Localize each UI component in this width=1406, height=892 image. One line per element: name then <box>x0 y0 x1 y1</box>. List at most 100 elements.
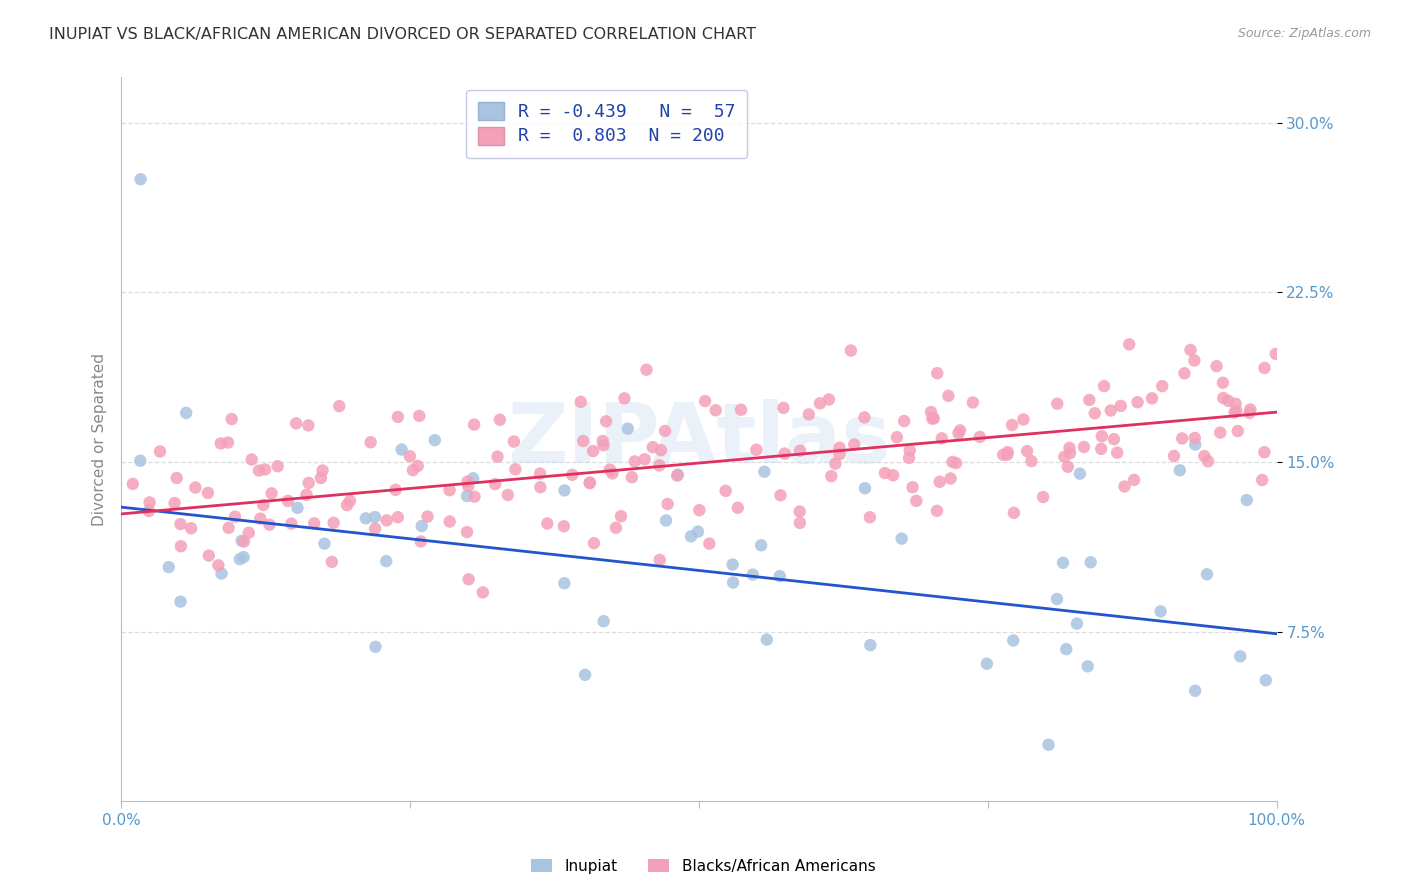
Point <box>853 481 876 495</box>
Point <box>457 572 479 586</box>
Point <box>486 450 509 464</box>
Point <box>1149 604 1171 618</box>
Point <box>170 539 193 553</box>
Point <box>925 504 948 518</box>
Point <box>207 558 229 573</box>
Point <box>1077 659 1099 673</box>
Point <box>602 467 624 481</box>
Point <box>859 510 882 524</box>
Point <box>1212 376 1234 390</box>
Point <box>1084 406 1107 420</box>
Point <box>893 414 915 428</box>
Point <box>298 475 321 490</box>
Point <box>686 524 709 539</box>
Point <box>769 488 792 502</box>
Point <box>1218 393 1240 408</box>
Point <box>439 483 461 498</box>
Point <box>1226 424 1249 438</box>
Point <box>654 424 676 438</box>
Point <box>997 445 1019 459</box>
Point <box>1032 490 1054 504</box>
Point <box>579 475 602 490</box>
Point <box>1182 353 1205 368</box>
Point <box>553 576 575 591</box>
Point <box>1205 359 1227 374</box>
Point <box>166 471 188 485</box>
Point <box>457 475 479 489</box>
Point <box>322 516 344 530</box>
Point <box>828 441 851 455</box>
Point <box>423 433 446 447</box>
Point <box>993 448 1015 462</box>
Point <box>536 516 558 531</box>
Point <box>657 497 679 511</box>
Point <box>174 406 197 420</box>
Point <box>610 509 633 524</box>
Point <box>679 529 702 543</box>
Point <box>730 402 752 417</box>
Point <box>1046 397 1069 411</box>
Legend: R = -0.439   N =  57, R =  0.803  N = 200: R = -0.439 N = 57, R = 0.803 N = 200 <box>465 90 748 158</box>
Point <box>1140 392 1163 406</box>
Point <box>364 640 387 654</box>
Point <box>387 409 409 424</box>
Point <box>1099 403 1122 417</box>
Point <box>1209 425 1232 440</box>
Point <box>1053 450 1076 464</box>
Text: INUPIAT VS BLACK/AFRICAN AMERICAN DIVORCED OR SEPARATED CORRELATION CHART: INUPIAT VS BLACK/AFRICAN AMERICAN DIVORC… <box>49 27 756 42</box>
Point <box>938 389 960 403</box>
Point <box>727 500 749 515</box>
Point <box>463 490 485 504</box>
Point <box>217 435 239 450</box>
Point <box>121 477 143 491</box>
Point <box>920 405 942 419</box>
Point <box>569 395 592 409</box>
Point <box>328 399 350 413</box>
Point <box>1184 431 1206 445</box>
Y-axis label: Divorced or Separated: Divorced or Separated <box>93 353 107 525</box>
Point <box>634 452 657 467</box>
Point <box>648 553 671 567</box>
Point <box>416 509 439 524</box>
Point <box>321 555 343 569</box>
Point <box>1090 442 1112 456</box>
Point <box>666 468 689 483</box>
Point <box>721 575 744 590</box>
Point <box>1229 649 1251 664</box>
Point <box>129 172 152 186</box>
Point <box>240 452 263 467</box>
Point <box>496 488 519 502</box>
Point <box>592 614 614 628</box>
Point <box>578 476 600 491</box>
Point <box>489 413 512 427</box>
Point <box>129 454 152 468</box>
Point <box>471 585 494 599</box>
Point <box>592 438 614 452</box>
Point <box>1052 556 1074 570</box>
Point <box>1056 459 1078 474</box>
Point <box>772 401 794 415</box>
Point <box>714 483 737 498</box>
Point <box>1152 379 1174 393</box>
Point <box>247 463 270 477</box>
Point <box>1118 337 1140 351</box>
Point <box>1225 397 1247 411</box>
Point <box>962 395 984 409</box>
Point <box>859 638 882 652</box>
Point <box>969 430 991 444</box>
Point <box>1254 673 1277 688</box>
Point <box>636 362 658 376</box>
Point <box>808 396 831 410</box>
Point <box>211 566 233 581</box>
Point <box>1012 412 1035 426</box>
Point <box>704 403 727 417</box>
Point <box>1239 402 1261 417</box>
Point <box>339 493 361 508</box>
Point <box>529 467 551 481</box>
Point <box>1197 454 1219 468</box>
Point <box>375 554 398 568</box>
Point <box>754 465 776 479</box>
Point <box>502 434 524 449</box>
Point <box>898 450 921 465</box>
Point <box>1236 493 1258 508</box>
